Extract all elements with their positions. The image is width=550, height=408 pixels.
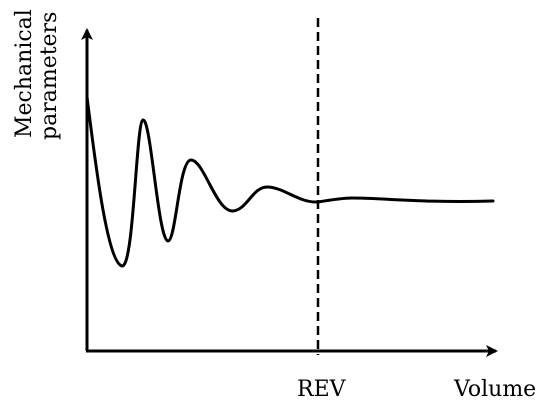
y-axis-label: Mechanical parameters — [12, 9, 62, 140]
mechanical-parameter-curve — [85, 95, 495, 268]
y-axis-label-line-1: Mechanical — [12, 9, 37, 138]
rev-label: REV — [297, 377, 347, 402]
x-axis-label: Volume — [453, 377, 536, 402]
y-axis-label-line-2: parameters — [37, 12, 62, 140]
